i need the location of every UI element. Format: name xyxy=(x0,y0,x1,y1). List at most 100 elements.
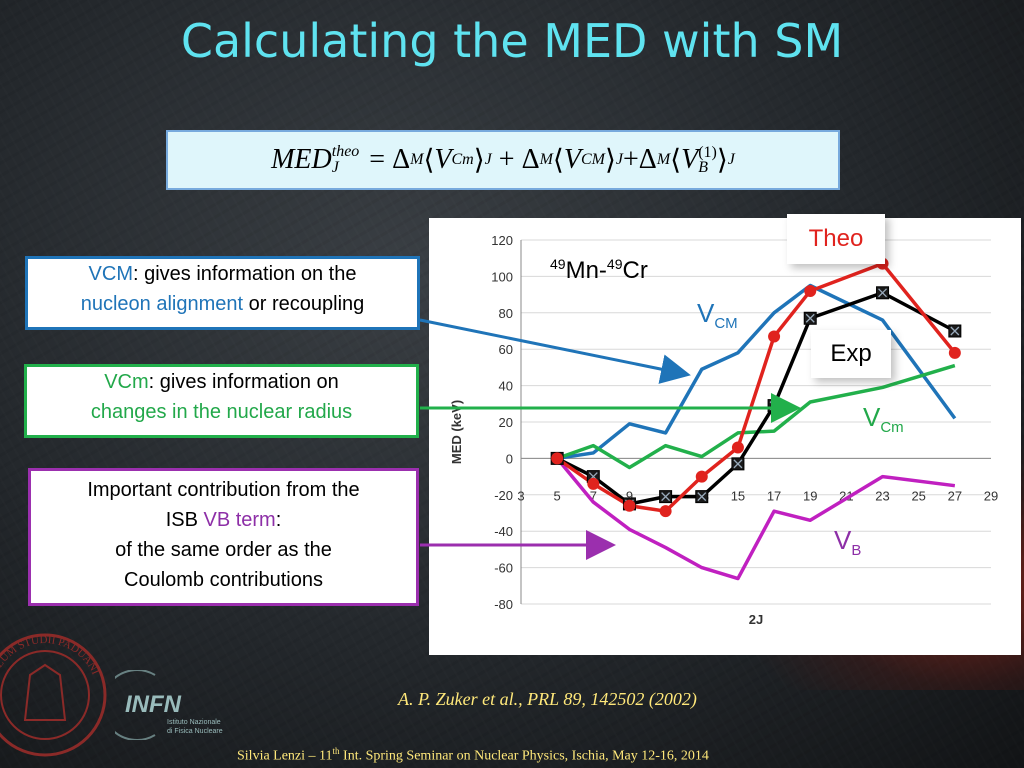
theo-point xyxy=(804,284,817,297)
theo-point xyxy=(587,477,600,490)
formula-sub-j1: J xyxy=(484,151,492,168)
box-vcm-highlight: nucleon alignment xyxy=(80,293,244,315)
med-formula: MED theo J = Δ M ⟨ V Cm ⟩ J + Δ M ⟨ V CM ⟩ J + Δ M ⟨ V (1)… xyxy=(166,130,840,190)
x-tick-label: 5 xyxy=(554,488,561,503)
formula-v-2: V xyxy=(563,144,581,175)
y-tick-label: 100 xyxy=(491,269,513,284)
y-tick-label: 0 xyxy=(506,451,513,466)
exp-point-cross xyxy=(733,459,743,469)
box-vb-line4: Coulomb contributions xyxy=(124,569,323,591)
formula-sub-cm-small: Cm xyxy=(451,151,474,168)
formula-sub-m3: M xyxy=(656,151,671,168)
formula-sub-j2: J xyxy=(615,151,623,168)
y-tick-label: 120 xyxy=(491,233,513,248)
x-tick-label: 27 xyxy=(948,488,962,503)
footer-pre: Silvia Lenzi – 11 xyxy=(237,748,333,764)
y-tick-label: 40 xyxy=(499,379,513,394)
series-line-vb xyxy=(555,457,956,581)
box-vb-colon: : xyxy=(275,509,282,531)
exp-point-cross xyxy=(697,492,707,502)
box-vcmm-term: VCm xyxy=(104,371,149,393)
vb-sub: B xyxy=(851,542,862,560)
box-vb-isb: ISB xyxy=(165,509,204,531)
y-tick-label: -40 xyxy=(494,524,513,539)
series-line-theo xyxy=(556,261,957,513)
theo-point xyxy=(659,505,672,518)
box-vcm-small: VCm: gives information on changes in the… xyxy=(24,364,419,438)
y-axis-label: MED (keV) xyxy=(449,400,464,464)
series-line-vcm xyxy=(556,283,957,461)
vcmm-sub: Cm xyxy=(880,419,904,437)
footer: Silvia Lenzi – 11th Int. Spring Seminar … xyxy=(237,746,709,765)
box-vcm-term: VCM xyxy=(88,263,133,285)
infn-name: INFN xyxy=(125,691,182,718)
theo-point xyxy=(551,452,564,465)
university-seal-logo: SIGILLUM STUDII PADUANI xyxy=(0,633,107,757)
formula-sub-j3: J xyxy=(727,151,735,168)
footer-sup: th xyxy=(332,746,340,756)
vcm-sub: CM xyxy=(714,315,738,333)
box-vb-line3: of the same order as the xyxy=(115,539,332,561)
box-vcm-text2: or recoupling xyxy=(243,293,365,315)
box-vb-line1: Important contribution from the xyxy=(87,479,360,501)
seal-text: SIGILLUM STUDII PADUANI xyxy=(0,634,101,695)
footer-post: Int. Spring Seminar on Nuclear Physics, … xyxy=(339,748,709,764)
formula-lhs: MED xyxy=(271,144,332,175)
x-tick-label: 19 xyxy=(803,488,817,503)
theo-point xyxy=(695,470,708,483)
y-tick-label: 20 xyxy=(499,415,513,430)
reference: A. P. Zuker et al., PRL 89, 142502 (2002… xyxy=(398,689,697,709)
formula-delta-3: Δ xyxy=(638,144,657,175)
nucleus-a2: 49 xyxy=(606,256,623,272)
x-axis-label: 2J xyxy=(749,612,763,627)
nucleus-e2: Cr xyxy=(622,257,648,284)
formula-sub-cm-big: CM xyxy=(580,151,605,168)
formula-delta-2: Δ xyxy=(521,144,540,175)
series-line-vcm xyxy=(556,363,956,470)
infn-line1: Istituto Nazionale xyxy=(167,719,221,726)
x-tick-label: 23 xyxy=(875,488,889,503)
formula-lhs-sub: J xyxy=(331,159,339,176)
y-tick-label: -60 xyxy=(494,561,513,576)
x-tick-label: 25 xyxy=(911,488,925,503)
y-tick-label: -80 xyxy=(494,597,513,612)
box-vb-term: VB term xyxy=(203,509,276,531)
svg-text:SIGILLUM STUDII PADUANI: SIGILLUM STUDII PADUANI xyxy=(0,634,101,695)
box-vcmm-highlight: changes in the nuclear radius xyxy=(90,401,353,423)
vcmm-main: V xyxy=(863,402,881,432)
theo-point xyxy=(623,499,636,512)
formula-delta-1: Δ xyxy=(392,144,411,175)
formula-v-1: V xyxy=(434,144,452,175)
formula-sup-1: (1) xyxy=(698,144,717,161)
nucleus-label: 49Mn-49Cr xyxy=(550,256,648,285)
box-vb: Important contribution from the ISB VB t… xyxy=(28,468,419,606)
x-tick-label: 7 xyxy=(590,488,597,503)
x-tick-label: 9 xyxy=(626,488,633,503)
med-chart: -80-60-40-200204060801001203579111315171… xyxy=(449,233,998,627)
y-tick-label: 60 xyxy=(499,342,513,357)
x-tick-label: 15 xyxy=(731,488,745,503)
label-theo: Theo xyxy=(787,214,885,264)
series-label-vcm: VCM xyxy=(697,298,738,332)
x-tick-label: 29 xyxy=(984,488,998,503)
y-tick-label: 80 xyxy=(499,306,513,321)
exp-point-cross xyxy=(661,492,671,502)
theo-point xyxy=(731,441,744,454)
series-label-vcmm: VCm xyxy=(863,402,904,436)
x-tick-label: 3 xyxy=(517,488,524,503)
formula-sub-b: B xyxy=(698,159,708,176)
vb-main: V xyxy=(834,525,852,555)
exp-point-cross xyxy=(878,288,887,298)
formula-sub-m2: M xyxy=(539,151,553,168)
exp-point-cross xyxy=(950,326,960,336)
theo-point xyxy=(768,330,781,343)
infn-line2: di Fisica Nucleare xyxy=(167,728,223,735)
series-label-vb: VB xyxy=(834,525,861,559)
box-vcm: VCM: gives information on the nucleon al… xyxy=(25,256,420,330)
formula-sub-m1: M xyxy=(410,151,424,168)
label-exp: Exp xyxy=(811,330,891,378)
exp-point-cross xyxy=(805,313,815,323)
infn-logo: INFN Istituto Nazionale di Fisica Nuclea… xyxy=(100,669,255,741)
formula-v-3: V xyxy=(681,144,699,175)
